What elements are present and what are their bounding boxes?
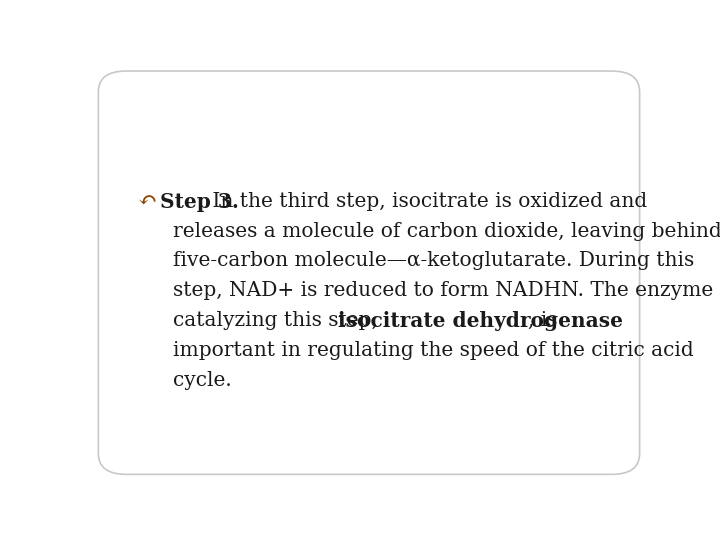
Text: ↶: ↶ (138, 192, 156, 214)
Text: , is: , is (528, 312, 558, 330)
Text: important in regulating the speed of the citric acid: important in regulating the speed of the… (173, 341, 693, 360)
Text: cycle.: cycle. (173, 371, 231, 390)
Text: five-carbon molecule—α-ketoglutarate. During this: five-carbon molecule—α-ketoglutarate. Du… (173, 252, 694, 271)
FancyBboxPatch shape (99, 71, 639, 474)
Text: catalyzing this step,: catalyzing this step, (173, 312, 384, 330)
Text: step, NAD+ is reduced to form NADHN. The enzyme: step, NAD+ is reduced to form NADHN. The… (173, 281, 713, 300)
Text: In the third step, isocitrate is oxidized and: In the third step, isocitrate is oxidize… (206, 192, 647, 211)
Text: Step 3.: Step 3. (160, 192, 238, 212)
Text: releases a molecule of carbon dioxide, leaving behind a: releases a molecule of carbon dioxide, l… (173, 221, 720, 240)
Text: isocitrate dehydrogenase: isocitrate dehydrogenase (338, 312, 624, 332)
